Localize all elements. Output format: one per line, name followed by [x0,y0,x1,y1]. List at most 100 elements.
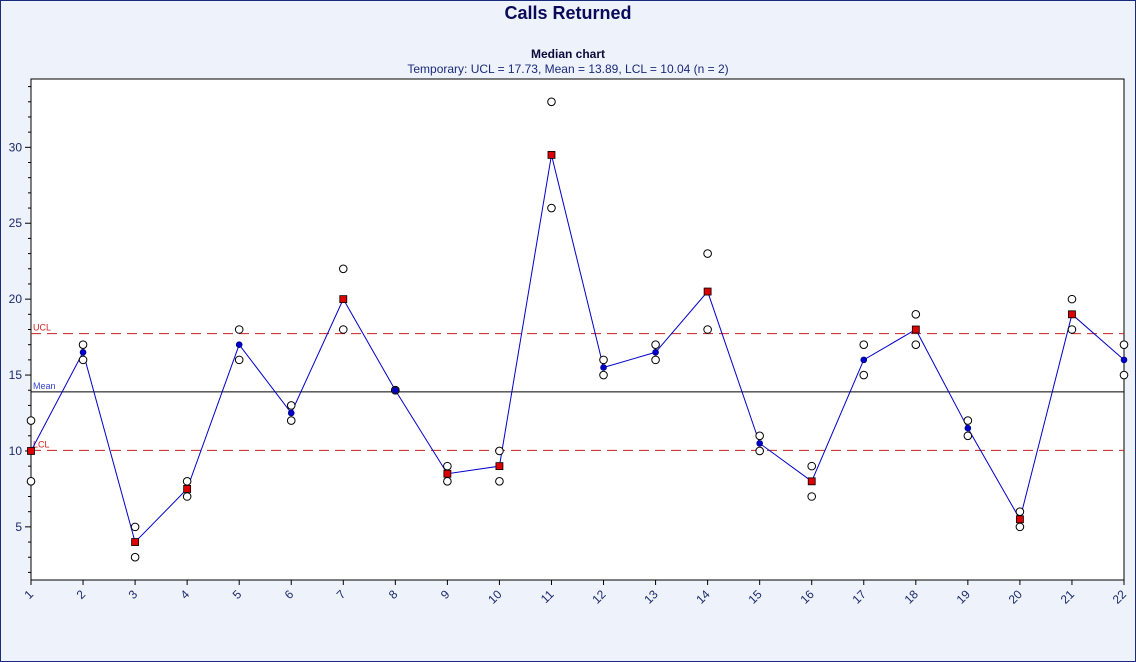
lcl-label: LCL [33,439,50,449]
median-point [392,386,399,394]
median-point-flagged [27,447,35,455]
observation-point [182,492,192,501]
observation-point [286,401,296,410]
median-point-flagged [339,295,348,304]
observation-point [859,370,869,380]
observation-point [338,325,348,334]
observation-point [963,416,973,425]
observation-point [755,446,764,456]
x-tick-label: 15 [745,587,765,607]
chart-subtitle: Median chart [530,47,605,61]
observation-point [703,325,712,334]
plot-area [30,78,1125,581]
x-tick-label: 20 [1006,587,1026,607]
mean-label: Mean [33,381,56,391]
observation-point [26,416,36,425]
observation-point [1119,340,1129,349]
median-point-flagged [911,325,920,334]
median-line [30,154,1125,544]
x-tick-label: 4 [178,587,193,602]
median-point [652,348,659,356]
x-tick-label: 11 [538,587,557,606]
observation-point [443,461,452,471]
observation-point [286,416,296,425]
observation-point [26,477,36,486]
median-point [235,341,243,348]
median-point [756,440,763,447]
x-tick-label: 7 [334,587,349,602]
observation-point [651,355,660,365]
x-tick-label: 22 [1110,587,1130,607]
median-point [600,364,607,371]
observation-point [807,492,817,501]
observation-point [547,97,556,107]
x-tick-label: 10 [485,587,505,607]
observation-point [859,340,869,349]
observation-point [599,370,608,380]
x-tick-label: 19 [954,587,974,607]
x-tick-label: 14 [693,587,713,607]
median-point [287,409,295,417]
observation-point [78,340,88,349]
observation-point [651,340,660,349]
x-tick-label: 18 [902,587,922,607]
observation-point [234,325,244,334]
median-point [79,348,87,356]
median-point-flagged [1016,515,1024,524]
observation-point [78,355,88,365]
x-tick-label: 21 [1058,587,1078,607]
observation-point [130,522,140,532]
median-point [860,356,868,364]
observation-point [547,203,556,213]
observation-point [1015,522,1025,532]
observation-point [1119,370,1129,380]
x-tick-label: 2 [74,587,89,602]
observation-point [338,264,348,274]
chart-title: Calls Returned [504,3,632,23]
x-tick-label: 5 [230,587,245,602]
observation-point [911,310,921,319]
observation-point [963,431,973,441]
ucl-label: UCL [33,323,51,333]
x-tick-label: 6 [282,587,297,602]
observation-point [755,431,764,441]
median-point-flagged [183,485,192,493]
observation-point [599,355,608,365]
x-tick-label: 17 [850,587,870,607]
y-tick-label: 20 [9,292,23,306]
y-tick-label: 30 [9,140,23,154]
x-tick-label: 8 [386,587,401,602]
control-limits-summary: Temporary: UCL = 17.73, Mean = 13.89, LC… [407,62,729,76]
observation-point [495,477,504,486]
x-tick-label: 16 [797,587,817,607]
median-point [964,424,972,432]
y-tick-label: 5 [15,520,22,534]
observation-point [495,446,504,456]
observation-point [1067,325,1077,334]
y-tick-label: 10 [9,444,23,458]
observation-point [1015,507,1025,516]
median-point-flagged [1068,310,1076,319]
x-tick-label: 12 [589,587,609,607]
median-point-flagged [547,151,556,159]
x-tick-label: 3 [126,587,141,602]
observation-point [443,477,452,486]
median-point-flagged [703,287,712,296]
median-point-flagged [495,462,504,471]
y-tick-label: 15 [9,368,23,382]
median-point [1120,356,1128,364]
median-point-flagged [131,538,139,546]
observation-point [807,461,817,471]
x-tick-label: 1 [21,587,36,602]
observation-point [234,355,244,365]
x-tick-label: 13 [641,587,661,607]
median-point-flagged [807,477,816,486]
observation-point [703,249,712,258]
y-tick-label: 25 [9,216,23,230]
observation-point [1067,294,1077,304]
observation-point [911,340,921,349]
x-tick-label: 9 [438,587,453,602]
median-point-flagged [443,469,452,478]
observation-point [130,552,140,562]
